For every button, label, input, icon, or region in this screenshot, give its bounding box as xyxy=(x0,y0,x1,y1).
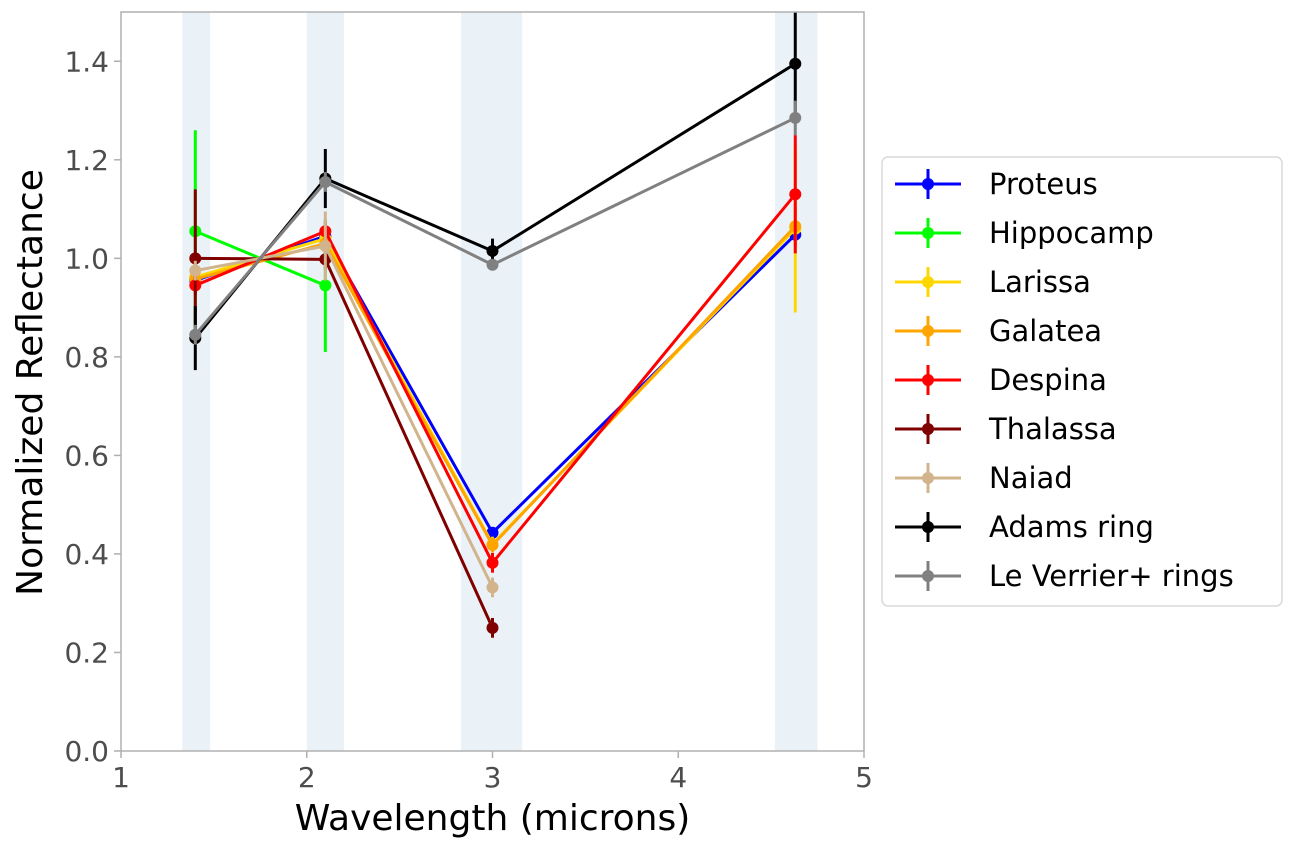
data-point-adams-ring xyxy=(789,57,802,70)
legend-entry-galatea: Galatea xyxy=(895,314,1102,348)
y-tick-label: 1.2 xyxy=(64,144,109,177)
legend-entry-le-verrier-rings: Le Verrier+ rings xyxy=(895,559,1234,593)
series-naiad xyxy=(189,211,499,598)
y-tick-label: 1.4 xyxy=(64,45,109,78)
legend: Proteus Hippocamp Larissa Galatea Despina Tha… xyxy=(881,156,1283,607)
data-point-naiad xyxy=(319,240,332,253)
y-tick-label: 0.8 xyxy=(64,341,109,374)
legend-marker-hippocamp xyxy=(922,227,934,239)
legend-entry-naiad: Naiad xyxy=(895,461,1073,495)
data-point-despina xyxy=(789,188,802,201)
x-tick-label: 5 xyxy=(855,761,873,794)
legend-marker-galatea xyxy=(922,325,934,337)
legend-label-larissa: Larissa xyxy=(989,265,1091,299)
series-le-verrier-rings xyxy=(189,100,802,345)
legend-label-proteus: Proteus xyxy=(989,167,1098,201)
legend-entry-despina: Despina xyxy=(895,363,1107,397)
series-line-le-verrier-rings xyxy=(194,116,796,336)
x-tick-label: 4 xyxy=(669,761,687,794)
legend-entry-adams-ring: Adams ring xyxy=(895,510,1154,544)
data-point-despina xyxy=(486,556,499,569)
legend-marker-adams-ring xyxy=(922,521,934,533)
wavelength-band-2 xyxy=(306,12,344,751)
x-tick-label: 1 xyxy=(112,761,130,794)
data-point-hippocamp xyxy=(319,279,332,292)
legend-entry-larissa: Larissa xyxy=(895,265,1091,299)
legend-marker-le-verrier-rings xyxy=(922,570,934,582)
x-tick-label: 3 xyxy=(484,761,502,794)
data-point-naiad xyxy=(486,581,499,594)
band-layer xyxy=(182,12,818,751)
x-axis: 1 2 3 4 5 xyxy=(112,751,873,794)
y-tick-label: 0.2 xyxy=(64,636,109,669)
legend-marker-larissa xyxy=(922,276,934,288)
legend-label-despina: Despina xyxy=(989,363,1107,397)
legend-marker-thalassa xyxy=(922,423,934,435)
series-thalassa xyxy=(189,189,499,638)
wavelength-band-3 xyxy=(460,12,523,751)
legend-entry-hippocamp: Hippocamp xyxy=(895,216,1154,250)
legend-entry-proteus: Proteus xyxy=(895,167,1098,201)
legend-label-le-verrier-rings: Le Verrier+ rings xyxy=(989,559,1234,593)
y-tick-label: 0.6 xyxy=(64,439,109,472)
y-tick-label: 0.0 xyxy=(64,735,109,768)
data-point-adams-ring xyxy=(486,244,499,257)
data-point-le-verrier-rings xyxy=(486,258,499,271)
legend-label-thalassa: Thalassa xyxy=(988,412,1117,446)
legend-label-hippocamp: Hippocamp xyxy=(989,216,1154,250)
x-tick-label: 2 xyxy=(298,761,316,794)
legend-marker-proteus xyxy=(922,178,934,190)
data-point-thalassa xyxy=(486,621,499,634)
wavelength-band-1 xyxy=(182,12,211,751)
series-line-thalassa xyxy=(195,256,494,629)
y-axis: 0.0 0.2 0.4 0.6 0.8 1.0 1.2 1.4 xyxy=(64,45,121,768)
legend-marker-despina xyxy=(922,374,934,386)
series-layer xyxy=(189,12,802,638)
data-point-le-verrier-rings xyxy=(319,175,332,188)
legend-box xyxy=(881,156,1283,607)
y-tick-label: 1.0 xyxy=(64,242,109,275)
y-axis-title: Normalized Reflectance xyxy=(10,169,51,596)
legend-entry-thalassa: Thalassa xyxy=(895,412,1117,446)
legend-label-adams-ring: Adams ring xyxy=(989,510,1154,544)
legend-label-galatea: Galatea xyxy=(989,314,1102,348)
legend-items: Proteus Hippocamp Larissa Galatea Despina Tha… xyxy=(895,167,1234,593)
data-point-thalassa xyxy=(189,252,202,265)
data-point-naiad xyxy=(189,264,202,277)
y-tick-label: 0.4 xyxy=(64,538,109,571)
data-point-le-verrier-rings xyxy=(189,328,202,341)
data-point-galatea xyxy=(486,539,499,552)
data-point-le-verrier-rings xyxy=(789,111,802,124)
legend-label-naiad: Naiad xyxy=(989,461,1073,495)
x-axis-title: Wavelength (microns) xyxy=(295,798,691,839)
legend-marker-naiad xyxy=(922,472,934,484)
